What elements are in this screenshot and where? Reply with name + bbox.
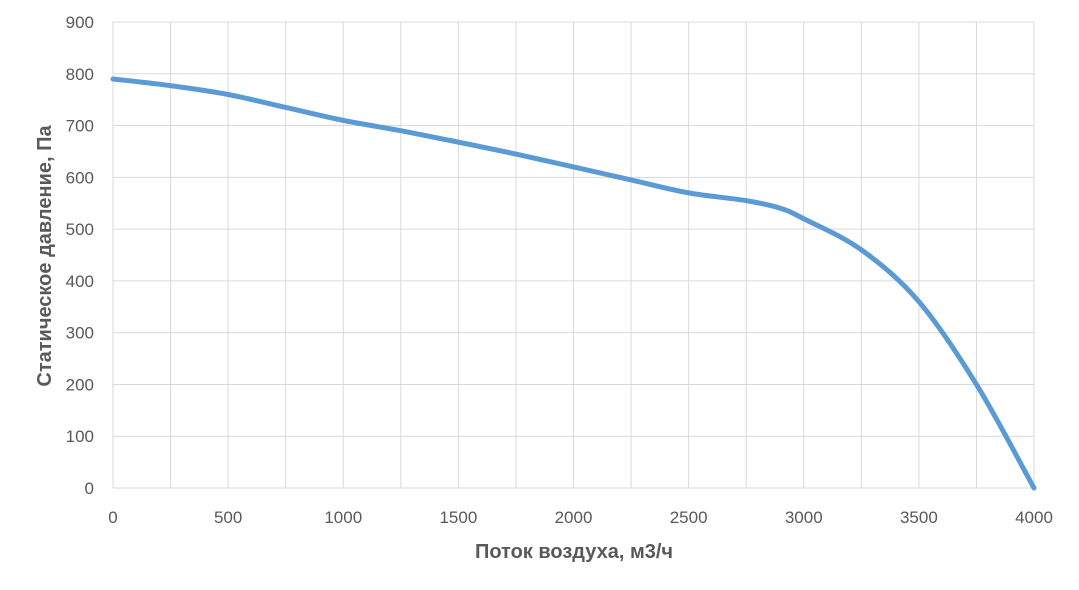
x-axis-title: Поток воздуха, м3/ч: [475, 541, 673, 563]
y-tick-label: 800: [66, 65, 94, 84]
y-tick-label: 700: [66, 117, 94, 136]
y-tick-label: 0: [85, 479, 94, 498]
grid: [112, 21, 1035, 489]
x-tick-label: 1500: [439, 508, 477, 527]
y-tick-label: 500: [66, 220, 94, 239]
series-line: [110, 76, 1037, 491]
y-tick-label: 400: [66, 272, 94, 291]
x-tick-label: 3000: [785, 508, 823, 527]
y-tick-label: 900: [66, 13, 94, 32]
y-tick-label: 200: [66, 375, 94, 394]
x-tick-label: 0: [108, 508, 117, 527]
series-layer: [110, 76, 1037, 491]
x-tick-label: 2500: [670, 508, 708, 527]
y-tick-label: 600: [66, 168, 94, 187]
x-tick-label: 4000: [1015, 508, 1053, 527]
y-axis-title: Статическое давление, Па: [34, 125, 56, 387]
x-tick-label: 1000: [324, 508, 362, 527]
x-tick-label: 3500: [900, 508, 938, 527]
y-tick-label: 300: [66, 324, 94, 343]
tick-labels: 0 500 1000 1500 2000 2500 3000 3500 4000 0 100 200 3…: [66, 13, 1053, 527]
y-tick-label: 100: [66, 427, 94, 446]
x-tick-label: 2000: [555, 508, 593, 527]
x-tick-label: 500: [214, 508, 242, 527]
